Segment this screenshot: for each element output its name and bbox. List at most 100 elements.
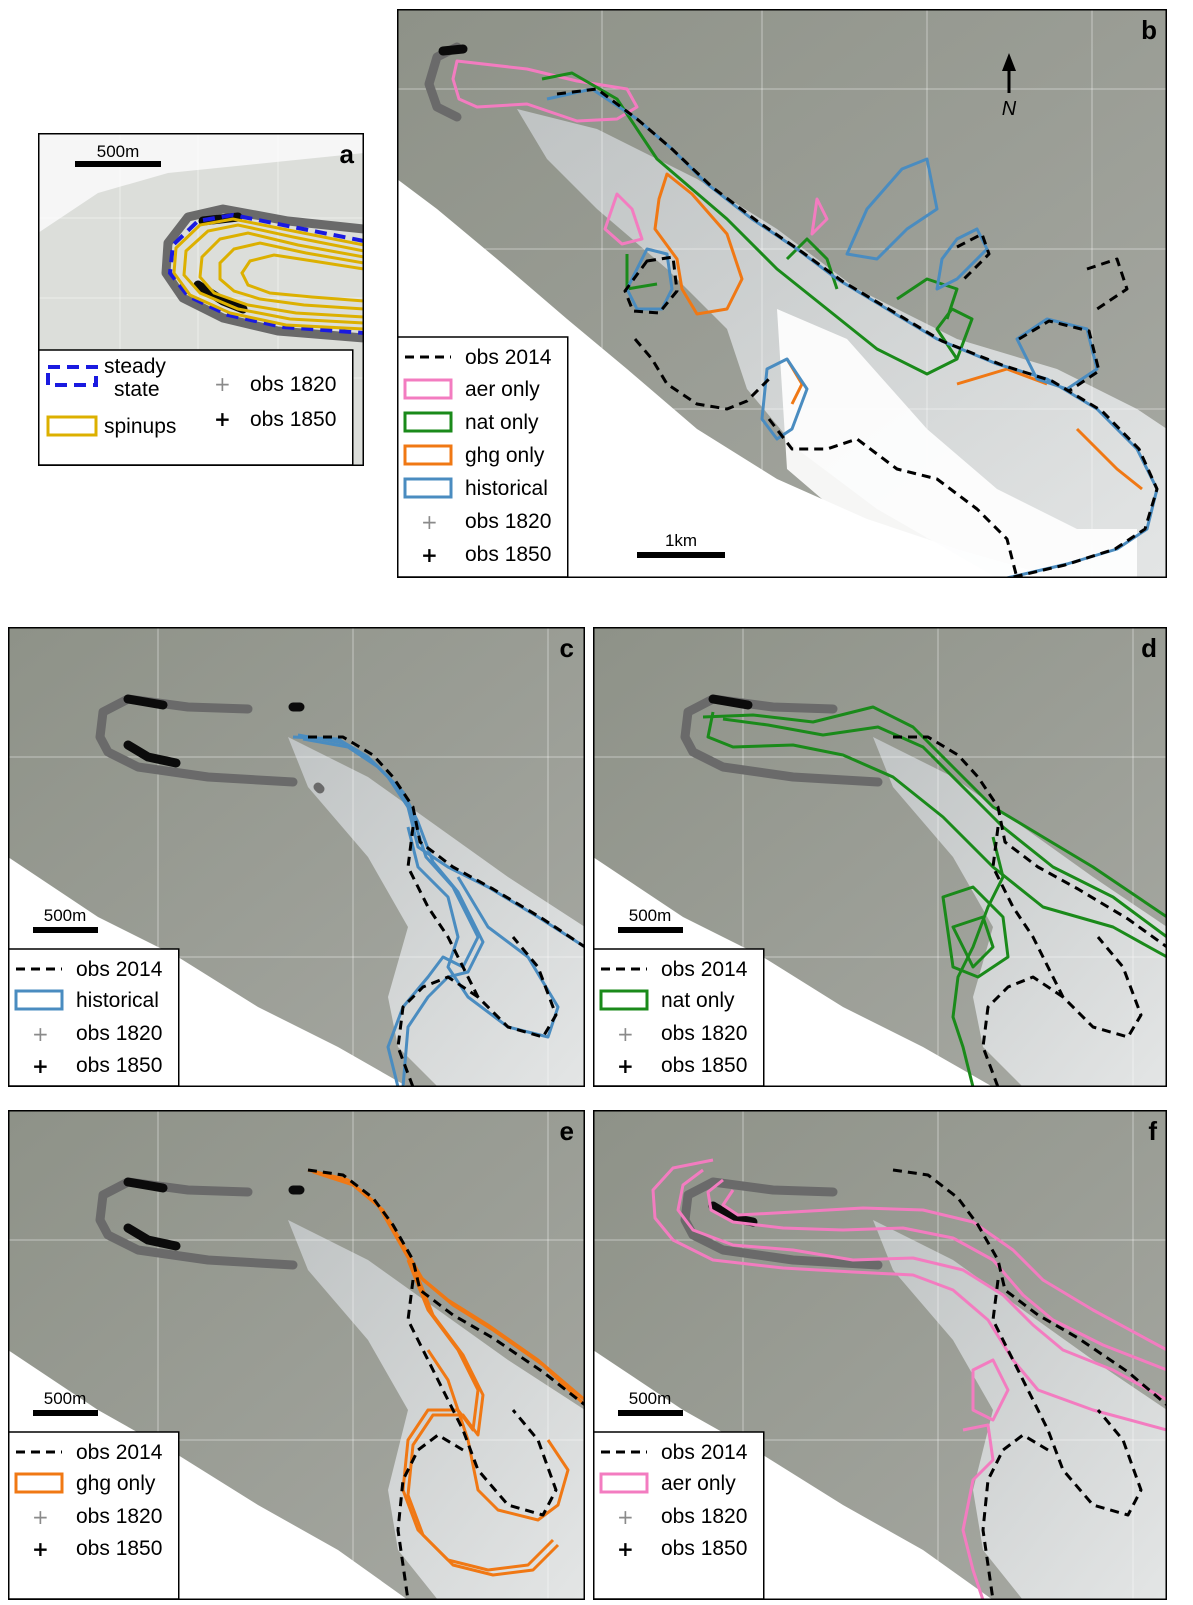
obs-1850-trace [708, 1201, 758, 1227]
obs1820-marker: + [617, 1505, 634, 1529]
legend-obs1820-label: obs 1820 [661, 1022, 747, 1045]
legend-obs2014-label: obs 2014 [465, 346, 552, 369]
legend: obs 2014 ghg only + obs 1820 + obs 1850 [8, 1431, 180, 1600]
legend-obs2014-label: obs 2014 [76, 1441, 163, 1464]
grid [397, 9, 1167, 578]
legend: obs 2014 historical + obs 1820 + obs 185… [8, 948, 180, 1087]
obs1820-marker: + [32, 1022, 49, 1046]
legend-obs2014-label: obs 2014 [76, 958, 163, 981]
legend-spinups-label: spinups [104, 415, 176, 438]
legend-obs1820-label: obs 1820 [661, 1505, 747, 1528]
legend-run-label: aer only [661, 1472, 736, 1495]
obs1820-marker: + [32, 1505, 49, 1529]
legend-ghg-label: ghg only [465, 444, 545, 467]
legend-obs1850-label: obs 1850 [76, 1537, 162, 1560]
aer-only-outlines [651, 1158, 1167, 1600]
snowfield [777, 309, 1137, 578]
obs-1850-trace [123, 1177, 305, 1251]
legend-nat-label: nat only [465, 411, 539, 434]
obs1850-marker: + [617, 1054, 634, 1078]
legend: steady state spinups + obs 1820 + obs 18… [38, 349, 354, 466]
obs-1850-trace [123, 694, 305, 768]
obs-1820-trace [680, 694, 883, 787]
north-arrow: N [1002, 53, 1017, 120]
legend-historical-swatch [403, 477, 453, 499]
legend-run-swatch [14, 1472, 64, 1494]
panel-frame [397, 9, 1167, 578]
obs-1850-trace [193, 280, 248, 314]
obs1820-marker: + [214, 372, 231, 396]
obs-2014-outline [308, 735, 585, 1087]
historical-outlines [292, 733, 585, 1087]
panel-c-map: c 500m obs 2014 historical + obs 1820 + … [8, 627, 585, 1087]
legend-obs1820-label: obs 1820 [76, 1505, 162, 1528]
obs1850-marker: + [617, 1537, 634, 1561]
obs-1850-trace [708, 694, 753, 710]
obs-1820-trace [95, 694, 298, 787]
legend-obs1850-label: obs 1850 [661, 1054, 747, 1077]
spinup-outlines [172, 217, 364, 331]
legend-run-label: historical [76, 989, 159, 1012]
panel-f-map: f 500m obs 2014 aer only + obs 1820 + ob… [593, 1110, 1167, 1600]
obs-2014-outline [307, 1168, 585, 1600]
obs1850-marker: + [214, 407, 231, 431]
scale-bar-label: 1km [665, 531, 697, 550]
obs1850-marker: + [32, 1537, 49, 1561]
north-label: N [1002, 98, 1017, 120]
legend-run-swatch [14, 989, 64, 1011]
legend-obs1820-label: obs 1820 [465, 510, 551, 533]
legend-run-label: nat only [661, 989, 735, 1012]
legend-obs1850-label: obs 1850 [250, 408, 336, 431]
panel-b-map: b N 1km obs 2014 aer only nat only ghg o… [397, 9, 1167, 578]
legend-steady-state-label-2: state [114, 378, 160, 401]
panel-label: a [340, 139, 355, 169]
legend-obs2014-label: obs 2014 [661, 1441, 748, 1464]
obs1850-marker: + [421, 543, 438, 567]
legend-obs1850-label: obs 1850 [76, 1054, 162, 1077]
obs1820-marker: + [421, 510, 438, 534]
nat-only-outlines [702, 705, 1167, 1087]
panel-label: c [560, 633, 574, 663]
obs-1850-trace [438, 44, 468, 56]
legend-aer-label: aer only [465, 378, 540, 401]
legend: obs 2014 nat only + obs 1820 + obs 1850 [593, 948, 765, 1087]
obs-2014-outline [892, 1168, 1167, 1600]
panel-d-map: d 500m obs 2014 nat only + obs 1820 + ob… [593, 627, 1167, 1087]
obs-1820-trace [161, 204, 364, 343]
scale-bar: 500m [75, 142, 161, 167]
legend-steady-state-label: steady [104, 355, 166, 378]
obs-1820-trace [95, 1177, 298, 1270]
panel-label: b [1141, 15, 1157, 45]
aer-only-outline [451, 59, 829, 246]
steady-state-outline [167, 212, 364, 335]
scale-bar-label: 500m [97, 142, 140, 161]
scale-bar-label: 500m [629, 906, 672, 925]
panel-label: e [560, 1116, 574, 1146]
legend-run-label: ghg only [76, 1472, 156, 1495]
obs-2014-outline [893, 735, 1167, 1087]
legend-ghg-swatch [403, 444, 453, 466]
ghg-only-outlines [307, 1168, 585, 1577]
scale-bar-label: 500m [44, 906, 87, 925]
scale-bar-label: 500m [629, 1389, 672, 1408]
legend-obs2014-label: obs 2014 [661, 958, 748, 981]
legend-run-swatch [599, 1472, 649, 1494]
scale-bar-label: 500m [44, 1389, 87, 1408]
legend-spinups-swatch [46, 415, 98, 437]
panel-a-map: 500m a steady state spinups + obs 1820 +… [38, 133, 364, 466]
legend-obs1850-label: obs 1850 [465, 543, 551, 566]
legend-aer-swatch [403, 378, 453, 400]
panel-label: f [1148, 1116, 1157, 1146]
legend-obs1850-label: obs 1850 [661, 1537, 747, 1560]
obs-1820-point [313, 782, 325, 794]
scale-bar: 500m [33, 1389, 98, 1416]
legend-historical-label: historical [465, 477, 548, 500]
legend: obs 2014 aer only nat only ghg only hist… [397, 336, 569, 578]
legend-steady-state-swatch [46, 365, 98, 387]
panel-e-map: e 500m obs 2014 ghg only + obs 1820 + ob… [8, 1110, 585, 1600]
obs1820-marker: + [617, 1022, 634, 1046]
legend-obs1820-label: obs 1820 [76, 1022, 162, 1045]
obs-2014-outline [556, 87, 1159, 578]
legend: obs 2014 aer only + obs 1820 + obs 1850 [593, 1431, 765, 1600]
scale-bar: 1km [637, 531, 725, 558]
